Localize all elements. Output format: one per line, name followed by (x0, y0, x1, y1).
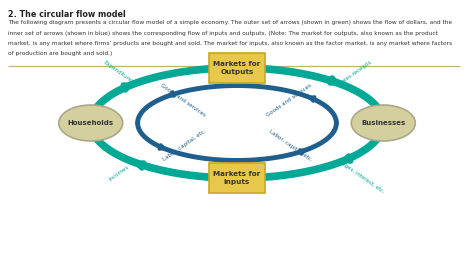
Text: 2. The circular flow model: 2. The circular flow model (8, 10, 126, 19)
Text: Incomes: Incomes (108, 165, 130, 182)
Text: Markets for
Inputs: Markets for Inputs (213, 171, 261, 185)
FancyBboxPatch shape (209, 163, 265, 193)
Text: Markets for
Outputs: Markets for Outputs (213, 61, 261, 75)
Text: The following diagram presents a circular flow model of a simple economy. The ou: The following diagram presents a circula… (8, 20, 452, 25)
Text: Labor, capital, etc.: Labor, capital, etc. (268, 129, 313, 163)
Text: Labor, capital, etc.: Labor, capital, etc. (162, 129, 207, 162)
Text: Goods and services: Goods and services (160, 82, 207, 117)
Text: Expenditures: Expenditures (103, 60, 135, 85)
Ellipse shape (351, 105, 415, 141)
Ellipse shape (59, 105, 123, 141)
Text: market, is any market where firms’ products are bought and sold. The market for : market, is any market where firms’ produ… (8, 41, 452, 46)
FancyBboxPatch shape (209, 53, 265, 83)
Text: Goods and services: Goods and services (266, 83, 313, 118)
Text: inner set of arrows (shown in blue) shows the corresponding flow of inputs and o: inner set of arrows (shown in blue) show… (8, 31, 438, 36)
Text: Wages, interest, etc.: Wages, interest, etc. (336, 158, 385, 194)
Text: Households: Households (68, 120, 114, 126)
Text: Businesses: Businesses (361, 120, 405, 126)
Text: Sales receipts: Sales receipts (338, 60, 372, 86)
Text: of production are bought and sold.): of production are bought and sold.) (8, 51, 112, 56)
